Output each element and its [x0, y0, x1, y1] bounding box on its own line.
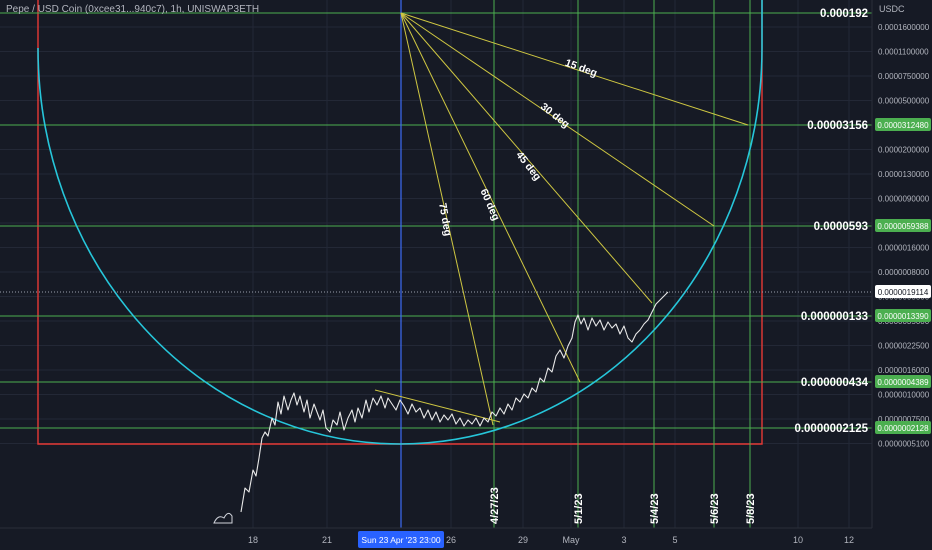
- date-label: 5/6/23: [709, 493, 721, 524]
- fan-line: [400, 12, 653, 304]
- level-badge-text: 0.0000013390: [877, 312, 929, 321]
- arc-circle: [37, 0, 763, 445]
- current-price-badge: [875, 285, 931, 298]
- price-series: [0, 291, 872, 513]
- level-label: 0.000000434: [801, 377, 869, 389]
- date-label: 5/4/23: [649, 493, 661, 524]
- time-tick: 29: [518, 535, 528, 545]
- crosshair-time-text: Sun 23 Apr '23 23:00: [361, 535, 440, 545]
- level-badge: [875, 421, 931, 434]
- level-label: 0.000000133: [801, 311, 868, 323]
- level-badge: [875, 219, 931, 232]
- fan-line: [400, 12, 715, 227]
- current-price-text: 0.0000019114: [878, 288, 929, 297]
- level-badge-text: 0.0000004389: [877, 378, 929, 387]
- price-tick: 0.0000130000: [878, 170, 930, 179]
- date-label: 4/27/23: [489, 487, 501, 524]
- time-tick: 18: [248, 535, 258, 545]
- price-tick: 0.0000010000: [878, 391, 930, 400]
- price-tick: 0.0000005100: [878, 440, 930, 449]
- time-tick: 26: [446, 535, 456, 545]
- time-tick: 12: [844, 535, 854, 545]
- currency-label: USDC: [879, 4, 905, 14]
- level-label: 0.00003156: [807, 120, 868, 132]
- price-tick: 0.0000750000: [878, 72, 930, 81]
- fan-line: [400, 12, 749, 126]
- symbol-title: Pepe / USD Coin (0xcee31...940c7), 1h, U…: [6, 4, 260, 15]
- time-axis[interactable]: 18 21 26 29 May 3 5 10 12 Sun 23 Apr '23 23:00: [0, 512, 932, 550]
- price-tick: 0.0000016000: [878, 366, 930, 375]
- date-label: 5/1/23: [573, 493, 585, 524]
- price-tick: 0.0000008000: [878, 268, 930, 277]
- level-badge-text: 0.0000312480: [877, 121, 929, 130]
- level-badge-text: 0.0000002128: [877, 424, 929, 433]
- level-badge: [875, 118, 931, 131]
- price-tick: 0.0000022500: [878, 342, 930, 351]
- trend-line: [374, 389, 501, 423]
- price-tick: 0.0000200000: [878, 146, 930, 155]
- time-tick: 21: [322, 535, 332, 545]
- price-tick: 0.0001100000: [878, 48, 929, 57]
- crosshair-time-badge: [358, 531, 444, 548]
- date-markers: 4/27/23 5/1/23 5/4/23 5/6/23 5/8/23: [400, 0, 757, 528]
- fan-label: 75 deg: [436, 202, 454, 237]
- fan-line: [400, 12, 581, 383]
- level-badge: [875, 309, 931, 322]
- price-tick: 0.0000090000: [878, 195, 930, 204]
- price-tick: 0.0001600000: [878, 23, 930, 32]
- time-tick: 10: [793, 535, 803, 545]
- level-label: 0.0000593: [814, 221, 868, 233]
- price-axis[interactable]: 0.0001600000 0.0001100000 0.0000750000 0.00…: [871, 0, 932, 550]
- time-tick: 5: [672, 535, 677, 545]
- price-axis-bg: [872, 0, 932, 528]
- price-tick: 0.0000016000: [878, 244, 930, 253]
- level-label: 0.0000002125: [794, 423, 868, 435]
- time-tick: May: [562, 535, 580, 545]
- price-tick: 0.0000500000: [878, 97, 930, 106]
- price-tick: 0.0000007500: [878, 415, 930, 424]
- price-line: [240, 291, 669, 513]
- tradingview-logo-icon: [213, 512, 233, 524]
- fan-line: [400, 12, 494, 426]
- cyan-arc: [37, 47, 763, 445]
- time-axis-bg: [0, 528, 932, 550]
- level-badge-text: 0.0000059388: [877, 222, 929, 231]
- level-badge: [875, 375, 931, 388]
- time-tick: 3: [621, 535, 626, 545]
- date-label: 5/8/23: [745, 493, 757, 524]
- level-label: 0.000192: [820, 8, 868, 20]
